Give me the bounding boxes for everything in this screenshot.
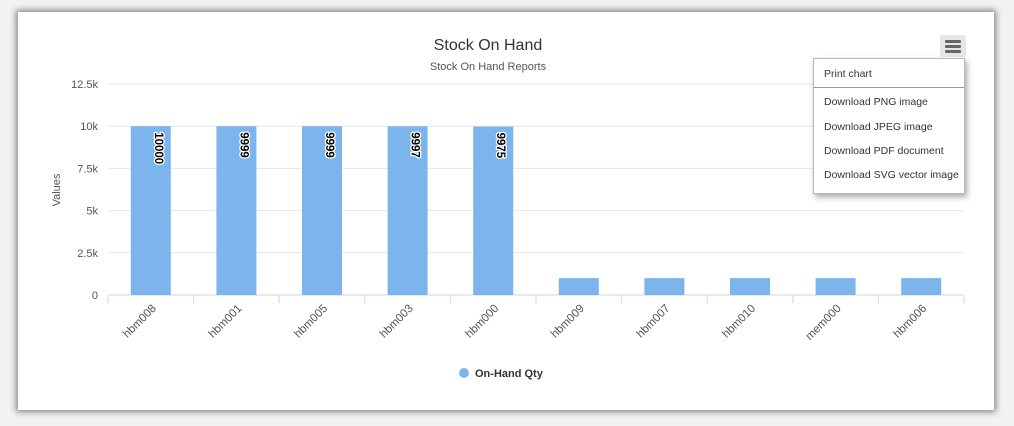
y-tick-label: 5k <box>86 206 98 218</box>
hamburger-icon-line-2 <box>945 45 961 48</box>
chart-container: Stock On Hand Stock On Hand Reports Valu… <box>18 12 994 410</box>
data-label-hbm001: 9999 <box>237 132 249 158</box>
x-tick-label-mem000: mem000 <box>804 303 844 343</box>
chart-subtitle: Stock On Hand Reports <box>430 61 547 73</box>
x-tick-label-hbm009: hbm009 <box>549 303 587 341</box>
data-label-hbm005: 9999 <box>323 132 335 158</box>
menu-item-print-chart[interactable]: Print chart <box>824 68 872 80</box>
legend-marker <box>459 368 469 378</box>
menu-item-download-png[interactable]: Download PNG image <box>824 96 928 108</box>
bar-hbm007 <box>644 278 685 295</box>
x-tick-label-hbm000: hbm000 <box>463 303 501 341</box>
x-tick-label-hbm007: hbm007 <box>635 303 673 341</box>
hamburger-icon-line-3 <box>945 50 961 53</box>
x-tick-label-hbm003: hbm003 <box>378 303 416 341</box>
x-axis-ticks: hbm008 hbm001 hbm005 hbm003 hbm000 hbm009 hbm0… <box>107 295 965 343</box>
bar-hbm000 <box>473 126 514 295</box>
data-labels: 10000 9999 9999 9997 9975 <box>151 131 508 165</box>
bar-hbm001 <box>216 126 257 295</box>
x-tick-label-hbm001: hbm001 <box>207 303 245 341</box>
export-menu: Print chart Download PNG image Download … <box>813 58 965 194</box>
menu-separator <box>814 87 964 88</box>
data-label-hbm008: 10000 <box>152 132 164 164</box>
bar-hbm006 <box>901 278 942 295</box>
y-axis-title: Values <box>51 173 63 206</box>
y-tick-label: 7.5k <box>77 163 98 175</box>
x-tick-label-hbm006: hbm006 <box>891 303 929 341</box>
x-tick-label-hbm010: hbm010 <box>720 303 758 341</box>
x-tick-label-hbm005: hbm005 <box>292 303 330 341</box>
bar-hbm008 <box>130 126 171 295</box>
legend-label-on-hand-qty[interactable]: On-Hand Qty <box>475 368 544 380</box>
y-tick-label: 10k <box>80 121 98 133</box>
hamburger-icon <box>945 40 961 43</box>
bars <box>130 126 942 295</box>
bar-hbm009 <box>558 278 599 295</box>
y-tick-label: 2.5k <box>77 248 98 260</box>
y-tick-label: 12.5k <box>71 79 98 91</box>
menu-item-download-jpeg[interactable]: Download JPEG image <box>824 121 933 133</box>
data-label-hbm003: 9997 <box>409 132 421 158</box>
y-tick-label: 0 <box>92 290 98 302</box>
y-axis-ticks: 0 2.5k 5k 7.5k 10k 12.5k <box>71 79 98 302</box>
bar-mem000 <box>815 278 856 295</box>
menu-item-download-pdf[interactable]: Download PDF document <box>824 145 944 157</box>
chart-menu-button[interactable] <box>940 35 966 57</box>
bar-hbm005 <box>302 126 342 295</box>
x-tick-label-hbm008: hbm008 <box>121 303 159 341</box>
stock-chart: Stock On Hand Stock On Hand Reports Valu… <box>51 37 965 380</box>
legend[interactable]: On-Hand Qty <box>459 368 544 380</box>
data-label-hbm000: 9975 <box>494 133 506 159</box>
bar-hbm010 <box>730 278 770 295</box>
menu-item-download-svg[interactable]: Download SVG vector image <box>824 169 959 181</box>
chart-title: Stock On Hand <box>434 37 543 54</box>
bar-hbm003 <box>387 126 428 295</box>
